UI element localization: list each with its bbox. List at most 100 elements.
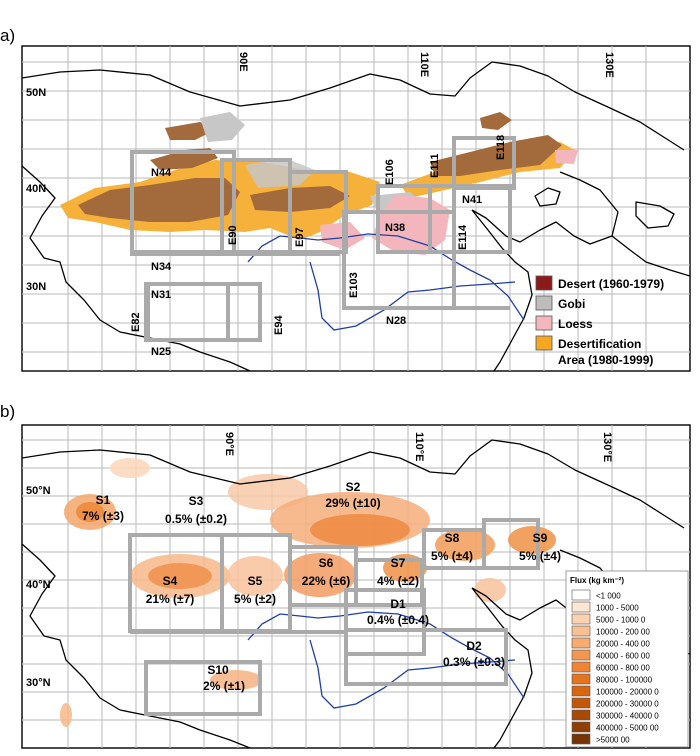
legend-swatch-desertification (535, 335, 553, 351)
flux-label-3: 10000 - 200 00 (596, 628, 650, 637)
flux-swatch-7 (571, 673, 591, 685)
source-s6: S6 (319, 556, 334, 570)
flux-label-10: 300000 - 40000 0 (596, 712, 659, 721)
label-n34: N34 (151, 261, 172, 273)
source-s6-pct: 22% (±6) (302, 574, 351, 588)
lat-50n-b: 50°N (26, 485, 51, 497)
flux-label-0: <1 000 (596, 592, 621, 601)
source-s1: S1 (96, 493, 111, 507)
source-s4: S4 (163, 574, 178, 588)
map-panel-a: N44 N41 N38 N34 N31 N28 N25 E82 E90 E94 … (21, 45, 691, 372)
flux-label-12: >5000 00 (596, 736, 630, 745)
lat-30n-a: 30N (26, 281, 46, 293)
source-s2-pct: 29% (±10) (325, 496, 380, 510)
label-e94: E94 (273, 315, 285, 335)
lat-50n-a: 50N (26, 87, 46, 99)
label-e118: E118 (495, 135, 507, 160)
label-e90: E90 (227, 225, 239, 245)
lat-30n-b: 30°N (26, 677, 51, 689)
flux-swatch-11 (571, 721, 591, 733)
flux-legend: Flux (kg km⁻²) <1 000 1000 - 5000 5000 - 1… (565, 570, 689, 748)
flux-swatch-12 (571, 733, 591, 745)
desert-area (78, 112, 562, 222)
source-s5-pct: 5% (±2) (234, 592, 276, 606)
lon-90e-a: 90E (237, 52, 249, 72)
label-e114: E114 (457, 224, 469, 250)
legend-desert: Desert (1960-1979) (558, 277, 664, 291)
source-d2-pct: 0.3% (±0.3) (443, 655, 505, 669)
lon-130e-b: 130°E (601, 432, 613, 462)
source-s8-pct: 5% (±4) (431, 549, 473, 563)
source-s7-pct: 4% (±2) (377, 574, 419, 588)
flux-label-5: 40000 - 600 00 (596, 652, 650, 661)
label-n31: N31 (151, 289, 171, 301)
analysis-boxes-a (130, 136, 516, 342)
lon-110e-b: 110°E (413, 432, 425, 461)
panel-a-label: a) (0, 26, 16, 45)
label-n44: N44 (151, 167, 172, 179)
label-n28: N28 (386, 315, 406, 327)
flux-swatch-3 (571, 625, 591, 637)
source-s3-pct: 0.5% (±0.2) (165, 512, 227, 526)
rivers-b (247, 611, 525, 709)
source-s1-pct: 7% (±3) (82, 509, 124, 523)
coords-a: 50N 40N 30N 90E 110E 130E (26, 52, 615, 293)
legend-swatch-desert (535, 275, 553, 291)
source-s8: S8 (445, 531, 460, 545)
source-boxes-b (128, 518, 540, 716)
coastline-a (22, 61, 690, 371)
lon-110e-a: 110E (418, 52, 430, 77)
box-labels-a: N44 N41 N38 N34 N31 N28 N25 E82 E90 E94 … (130, 135, 507, 358)
label-e111: E111 (429, 154, 441, 178)
flux-label-6: 60000 - 800 00 (596, 664, 650, 673)
source-s10-pct: 2% (±1) (203, 679, 245, 693)
source-s2: S2 (346, 480, 361, 494)
source-s10: S10 (207, 663, 229, 677)
flux-label-2: 5000 - 1000 0 (596, 616, 646, 625)
label-e97: E97 (294, 227, 306, 247)
panel-b-label: b) (0, 402, 16, 421)
label-e103: E103 (348, 272, 360, 298)
flux-label-4: 20000 - 400 00 (596, 640, 650, 649)
flux-label-11: 400000 - 5000 00 (596, 724, 659, 733)
flux-swatch-10 (571, 709, 591, 721)
source-s9: S9 (533, 531, 548, 545)
flux-label-7: 80000 - 100000 (596, 676, 653, 685)
source-d1: D1 (390, 597, 406, 611)
source-d1-pct: 0.4% (±0.4) (367, 613, 429, 627)
source-s4-pct: 21% (±7) (146, 592, 195, 606)
flux-label-1: 1000 - 5000 (596, 604, 639, 613)
flux-legend-title: Flux (kg km⁻²) (570, 576, 624, 585)
flux-swatch-5 (571, 649, 591, 661)
source-s7: S7 (391, 556, 406, 570)
flux-swatch-2 (571, 613, 591, 625)
lat-40n-b: 40°N (26, 579, 51, 591)
flux-label-8: 100000 - 20000 0 (596, 688, 659, 697)
legend-swatch-gobi (535, 295, 553, 311)
flux-swatch-6 (571, 661, 591, 673)
source-s5: S5 (248, 574, 263, 588)
coords-b: 50°N 40°N 30°N 90°E 110°E 130°E (26, 432, 613, 689)
label-e82: E82 (130, 312, 142, 332)
lon-90e-b: 90°E (223, 432, 235, 456)
lat-40n-a: 40N (26, 183, 46, 195)
flux-swatch-8 (571, 685, 591, 697)
source-d2: D2 (466, 639, 482, 653)
flux-swatch-9 (571, 697, 591, 709)
flux-swatch-1 (571, 601, 591, 613)
source-labels-b: S1 7% (±3) S2 29% (±10) S3 0.5% (±0.2) S… (82, 480, 561, 693)
legend-desertification: Desertification (558, 337, 641, 351)
label-n41: N41 (462, 194, 482, 206)
flux-swatch-4 (571, 637, 591, 649)
legend-desertification-period: Area (1980-1999) (558, 353, 653, 367)
source-s3: S3 (189, 494, 204, 508)
source-s9-pct: 5% (±4) (519, 549, 561, 563)
legend-a: Desert (1960-1979) Gobi Loess Desertific… (535, 275, 664, 367)
label-e106: E106 (384, 159, 396, 185)
legend-gobi: Gobi (558, 297, 585, 311)
lon-130e-a: 130E (603, 52, 615, 78)
legend-swatch-loess (535, 315, 553, 331)
flux-label-9: 200000 - 30000 0 (596, 700, 659, 709)
label-n25: N25 (151, 346, 171, 358)
map-panel-b: S1 7% (±3) S2 29% (±10) S3 0.5% (±0.2) S… (21, 424, 691, 749)
